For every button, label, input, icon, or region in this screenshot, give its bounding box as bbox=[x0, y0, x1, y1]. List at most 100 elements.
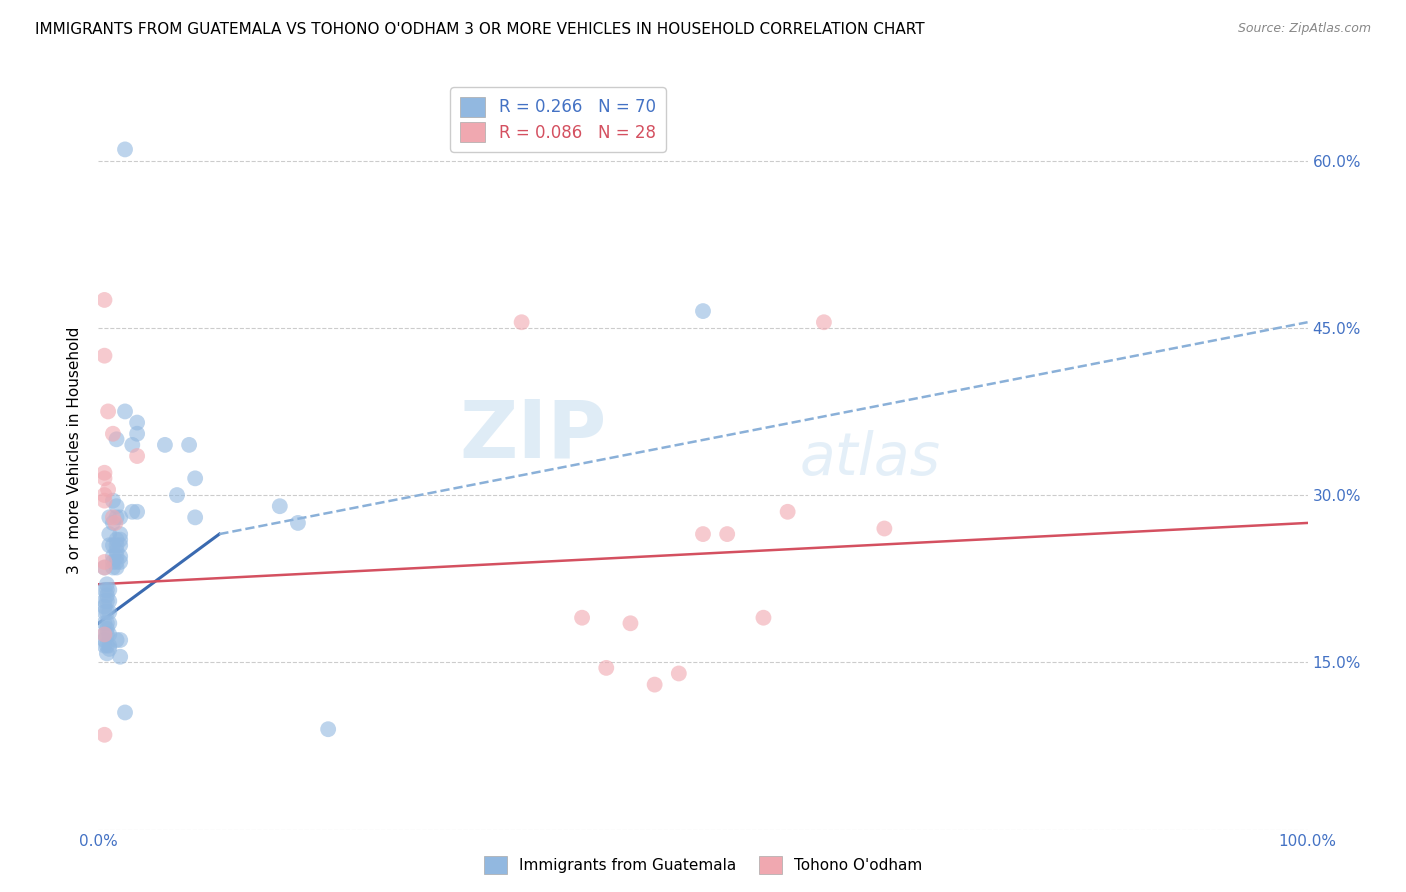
Point bbox=[105, 538, 128, 552]
Point bbox=[184, 510, 207, 524]
Point bbox=[101, 538, 124, 552]
Point bbox=[96, 622, 118, 636]
Point bbox=[93, 728, 115, 742]
Point bbox=[93, 594, 115, 608]
Point bbox=[105, 633, 128, 648]
Text: IMMIGRANTS FROM GUATEMALA VS TOHONO O'ODHAM 3 OR MORE VEHICLES IN HOUSEHOLD CORR: IMMIGRANTS FROM GUATEMALA VS TOHONO O'OD… bbox=[35, 22, 925, 37]
Point bbox=[101, 560, 124, 574]
Point bbox=[184, 471, 207, 485]
Point bbox=[571, 611, 593, 625]
Point bbox=[93, 627, 115, 641]
Point bbox=[101, 555, 124, 569]
Point bbox=[776, 505, 799, 519]
Point bbox=[93, 466, 115, 480]
Point bbox=[752, 611, 775, 625]
Point bbox=[93, 639, 115, 653]
Point bbox=[105, 510, 128, 524]
Point bbox=[105, 533, 128, 547]
Point bbox=[98, 582, 121, 597]
Point bbox=[716, 527, 738, 541]
Point bbox=[96, 577, 118, 591]
Point bbox=[127, 505, 149, 519]
Point bbox=[93, 471, 115, 485]
Point bbox=[98, 616, 121, 631]
Point bbox=[98, 594, 121, 608]
Point bbox=[108, 527, 131, 541]
Text: ZIP: ZIP bbox=[458, 396, 606, 475]
Point bbox=[98, 639, 121, 653]
Point bbox=[96, 646, 118, 660]
Point bbox=[93, 488, 115, 502]
Point bbox=[153, 438, 176, 452]
Point bbox=[114, 143, 136, 157]
Point bbox=[93, 560, 115, 574]
Point bbox=[93, 633, 115, 648]
Point bbox=[873, 521, 896, 535]
Point bbox=[98, 627, 121, 641]
Point bbox=[93, 555, 115, 569]
Point bbox=[127, 449, 149, 463]
Point bbox=[668, 666, 690, 681]
Point bbox=[98, 538, 121, 552]
Point bbox=[96, 594, 118, 608]
Point bbox=[101, 516, 124, 530]
Point bbox=[127, 416, 149, 430]
Point bbox=[93, 616, 115, 631]
Point bbox=[93, 349, 115, 363]
Point bbox=[101, 510, 124, 524]
Point bbox=[98, 527, 121, 541]
Point bbox=[93, 582, 115, 597]
Point bbox=[105, 560, 128, 574]
Point bbox=[101, 549, 124, 564]
Point bbox=[692, 527, 714, 541]
Point bbox=[96, 639, 118, 653]
Point bbox=[619, 616, 641, 631]
Y-axis label: 3 or more Vehicles in Household: 3 or more Vehicles in Household bbox=[67, 326, 83, 574]
Point bbox=[105, 433, 128, 447]
Point bbox=[101, 493, 124, 508]
Point bbox=[595, 661, 617, 675]
Legend: R = 0.266   N = 70, R = 0.086   N = 28: R = 0.266 N = 70, R = 0.086 N = 28 bbox=[450, 87, 665, 152]
Point bbox=[108, 549, 131, 564]
Point bbox=[179, 438, 201, 452]
Point bbox=[93, 599, 115, 614]
Point bbox=[97, 483, 120, 497]
Point bbox=[510, 315, 533, 329]
Point bbox=[108, 510, 131, 524]
Point bbox=[96, 589, 118, 603]
Point bbox=[121, 438, 143, 452]
Point bbox=[269, 500, 291, 514]
Point bbox=[97, 404, 120, 418]
Point bbox=[105, 549, 128, 564]
Point bbox=[108, 555, 131, 569]
Point bbox=[114, 706, 136, 720]
Text: atlas: atlas bbox=[800, 430, 941, 486]
Point bbox=[104, 516, 127, 530]
Text: Source: ZipAtlas.com: Source: ZipAtlas.com bbox=[1237, 22, 1371, 36]
Point bbox=[316, 723, 339, 737]
Point bbox=[121, 505, 143, 519]
Point bbox=[108, 533, 131, 547]
Point bbox=[644, 678, 666, 692]
Point bbox=[287, 516, 309, 530]
Point bbox=[166, 488, 188, 502]
Point bbox=[96, 605, 118, 619]
Point bbox=[108, 633, 131, 648]
Point bbox=[96, 616, 118, 631]
Point bbox=[98, 510, 121, 524]
Point bbox=[108, 538, 131, 552]
Point bbox=[98, 605, 121, 619]
Point bbox=[93, 293, 115, 307]
Point bbox=[93, 605, 115, 619]
Point bbox=[93, 493, 115, 508]
Point bbox=[96, 627, 118, 641]
Point bbox=[692, 304, 714, 318]
Point bbox=[93, 560, 115, 574]
Point bbox=[105, 555, 128, 569]
Point bbox=[813, 315, 835, 329]
Legend: Immigrants from Guatemala, Tohono O'odham: Immigrants from Guatemala, Tohono O'odha… bbox=[478, 850, 928, 880]
Point bbox=[93, 627, 115, 641]
Point bbox=[108, 649, 131, 664]
Point bbox=[114, 404, 136, 418]
Point bbox=[96, 582, 118, 597]
